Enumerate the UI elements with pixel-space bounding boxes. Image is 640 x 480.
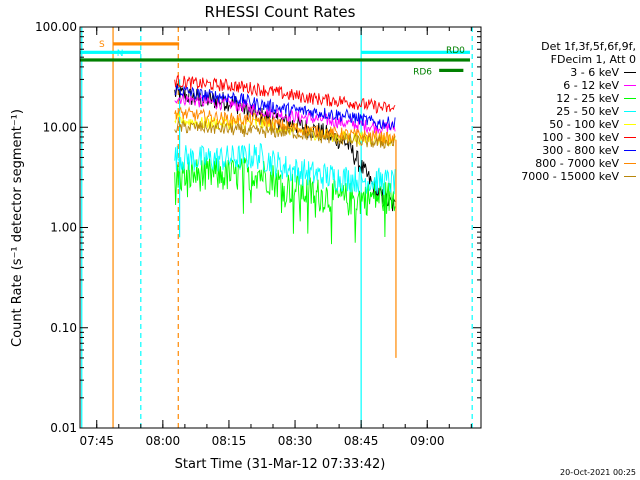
series-line [174, 142, 396, 196]
annotation-bar [113, 42, 180, 46]
series-line [174, 93, 396, 134]
annotation-label: S [99, 40, 105, 50]
annotation-label: RD0 [446, 46, 465, 56]
x-tick-label: 08:00 [146, 434, 181, 448]
series-line [174, 106, 396, 146]
legend-entry-label: 6 - 12 keV [563, 79, 619, 92]
legend-entry: 300 - 800 keV [480, 144, 636, 157]
y-tick-label: 1.00 [50, 221, 77, 235]
legend-entry-label: 800 - 7000 keV [535, 157, 619, 170]
legend-swatch [624, 85, 636, 86]
legend-swatch [624, 163, 636, 164]
annotation-bar [361, 50, 470, 54]
y-tick-label: 0.10 [50, 321, 77, 335]
annotation-label: RD6 [413, 67, 432, 77]
legend-entry: 12 - 25 keV [480, 92, 636, 105]
annotation-label: N [117, 49, 124, 59]
y-axis-label: Count Rate (s⁻¹ detector segment⁻¹) [10, 109, 25, 347]
legend-header-line: Det 1f,3f,5f,6f,9f, [541, 40, 636, 53]
x-tick-label: 07:45 [79, 434, 114, 448]
legend-entry-label: 300 - 800 keV [542, 144, 619, 157]
legend-header-line: FDecim 1, Att 0 [550, 53, 636, 66]
legend-entry-label: 50 - 100 keV [549, 118, 619, 131]
y-tick-label: 0.01 [50, 421, 77, 435]
legend-entry: 800 - 7000 keV [480, 157, 636, 170]
x-tick-label: 08:30 [278, 434, 313, 448]
x-axis-label: Start Time (31-Mar-12 07:33:42) [175, 457, 386, 472]
legend-entry-label: 25 - 50 keV [556, 105, 619, 118]
series-line [174, 119, 396, 150]
y-tick-label: 10.00 [43, 120, 77, 134]
chart-title: RHESSI Count Rates [205, 3, 356, 21]
x-tick-label: 09:00 [410, 434, 445, 448]
legend-entry: 50 - 100 keV [480, 118, 636, 131]
series-line [174, 74, 396, 114]
legend-swatch [624, 137, 636, 138]
legend-entry: 3 - 6 keV [480, 66, 636, 79]
annotation-bar [439, 68, 464, 72]
legend-entry: 100 - 300 keV [480, 131, 636, 144]
annotation-bar [80, 50, 141, 54]
legend-entry: 6 - 12 keV [480, 79, 636, 92]
legend-swatch [624, 111, 636, 112]
x-tick-label: 08:15 [212, 434, 247, 448]
legend: Det 1f,3f,5f,6f,9f, FDecim 1, Att 0 3 - … [480, 40, 636, 183]
legend-entry: 7000 - 15000 keV [480, 170, 636, 183]
legend-swatch [624, 150, 636, 151]
plot-frame [79, 26, 482, 429]
legend-swatch [624, 176, 636, 177]
legend-entry-label: 12 - 25 keV [556, 92, 619, 105]
x-tick-label: 08:45 [344, 434, 379, 448]
legend-entry-label: 7000 - 15000 keV [521, 170, 619, 183]
legend-swatch [624, 72, 636, 73]
y-tick-label: 100.00 [35, 20, 77, 34]
legend-entry: 25 - 50 keV [480, 105, 636, 118]
legend-swatch [624, 98, 636, 99]
legend-swatch [624, 124, 636, 125]
legend-entry-label: 3 - 6 keV [570, 66, 619, 79]
footer-timestamp: 20-Oct-2021 00:25 [560, 468, 636, 477]
series-line [174, 157, 396, 245]
legend-entry-label: 100 - 300 keV [542, 131, 619, 144]
series-line [174, 85, 396, 131]
annotation-bar [80, 58, 470, 62]
